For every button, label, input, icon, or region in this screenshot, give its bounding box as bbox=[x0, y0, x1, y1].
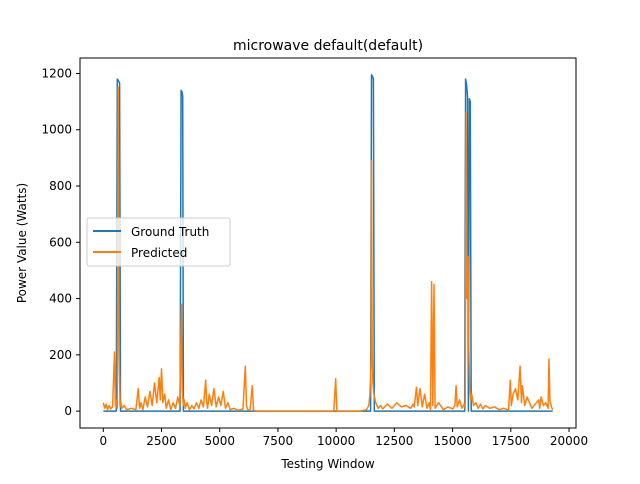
y-tick-label: 600 bbox=[49, 235, 72, 249]
series-line-predicted bbox=[102, 86, 554, 412]
series-layer bbox=[102, 74, 554, 412]
x-axis-label: Testing Window bbox=[280, 457, 375, 471]
x-tick-label: 20000 bbox=[550, 434, 588, 448]
x-axis: 0 2500 5000 7500 10000 12500 15000 17500 20000 bbox=[99, 428, 588, 448]
chart-title: microwave default(default) bbox=[233, 38, 423, 54]
plot-frame bbox=[79, 57, 577, 429]
y-axis: 0 200 400 600 800 1000 1200 bbox=[41, 66, 80, 418]
series-line-ground-truth bbox=[103, 74, 553, 412]
x-tick-label: 15000 bbox=[433, 434, 471, 448]
y-axis-label: Power Value (Watts) bbox=[15, 183, 29, 303]
x-tick-label: 7500 bbox=[263, 434, 294, 448]
legend-box bbox=[86, 217, 231, 267]
y-tick-label: 1200 bbox=[41, 66, 72, 80]
y-tick-label: 0 bbox=[64, 404, 72, 418]
x-tick-label: 17500 bbox=[492, 434, 530, 448]
x-tick-label: 2500 bbox=[146, 434, 177, 448]
y-tick-label: 400 bbox=[49, 292, 72, 306]
legend-label-ground-truth: Ground Truth bbox=[131, 225, 209, 239]
y-tick-label: 200 bbox=[49, 348, 72, 362]
legend: Ground Truth Predicted bbox=[86, 217, 231, 267]
x-tick-label: 12500 bbox=[375, 434, 413, 448]
x-tick-label: 0 bbox=[99, 434, 107, 448]
y-tick-label: 800 bbox=[49, 179, 72, 193]
x-tick-label: 5000 bbox=[204, 434, 235, 448]
x-tick-label: 10000 bbox=[317, 434, 355, 448]
legend-label-predicted: Predicted bbox=[131, 246, 187, 260]
y-tick-label: 1000 bbox=[41, 123, 72, 137]
